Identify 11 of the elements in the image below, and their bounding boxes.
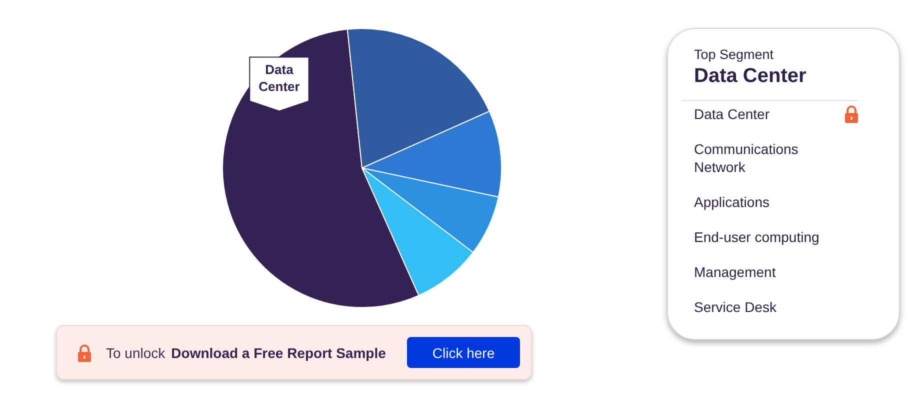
text: Top Segment (694, 47, 774, 63)
text: Service Desk (694, 298, 776, 316)
text: Management (694, 263, 776, 281)
slice-label: Data Center (258, 62, 300, 94)
text: Communications Network (694, 140, 800, 176)
text: End-user computing (694, 228, 820, 246)
text: Data Center (694, 105, 770, 123)
unlock-banner: To unlock Download a Free Report Sample Click here (56, 325, 532, 380)
text: Data Center (694, 64, 806, 88)
button[interactable]: Click here (407, 337, 520, 368)
text: Applications (694, 193, 770, 211)
